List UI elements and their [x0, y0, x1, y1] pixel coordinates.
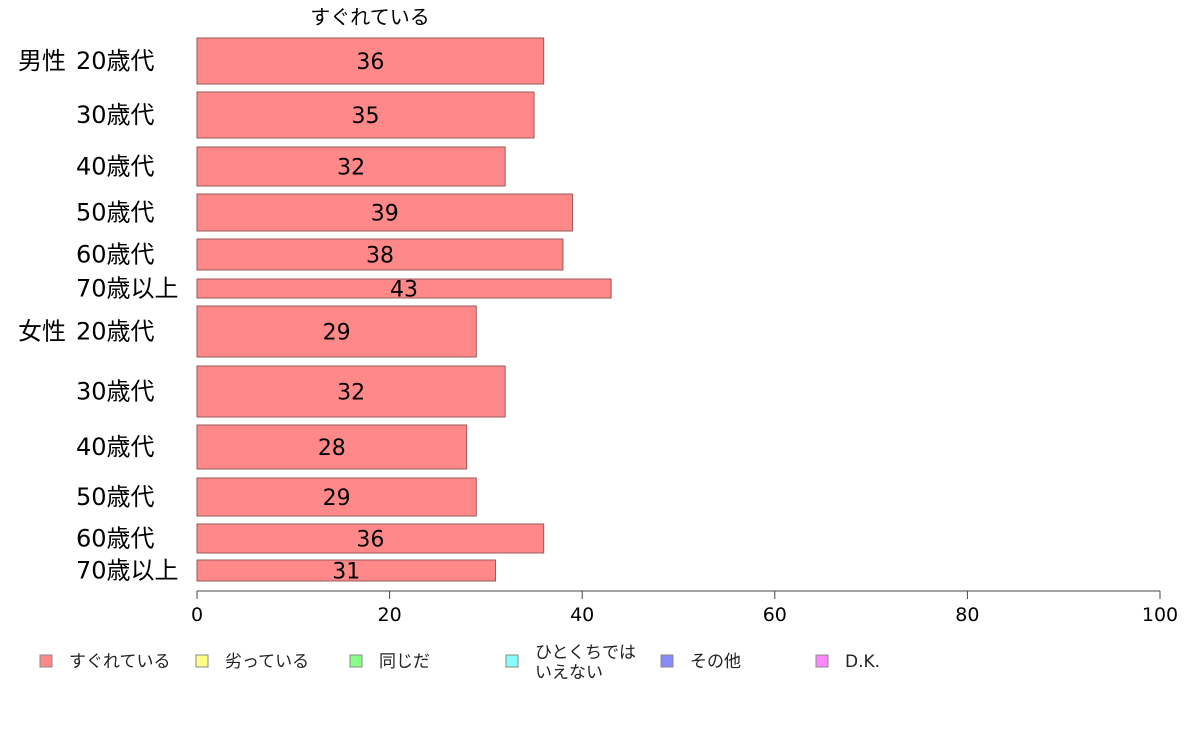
- group-label-1: 男性: [18, 47, 66, 75]
- bar-value-4: 39: [371, 202, 399, 227]
- row-label-2: 30歳代: [76, 101, 155, 129]
- row-label-12: 70歳以上: [76, 557, 179, 585]
- bar-value-10: 29: [323, 486, 351, 511]
- legend-swatch-5: [660, 654, 674, 668]
- bar-8: [196, 365, 506, 418]
- legend-swatch-1: [39, 654, 53, 668]
- legend-swatch-4: [505, 654, 519, 668]
- bar-value-11: 36: [356, 528, 384, 553]
- bar-value-8: 32: [337, 381, 365, 406]
- legend-swatch-6: [815, 654, 829, 668]
- legend-swatch-3: [349, 654, 363, 668]
- bar-value-2: 35: [352, 104, 380, 129]
- column-header: すぐれている: [310, 5, 429, 29]
- bar-value-1: 36: [356, 50, 384, 75]
- row-label-11: 60歳代: [76, 525, 155, 553]
- x-tick-label-100: 100: [1142, 604, 1178, 626]
- bar-value-12: 31: [332, 560, 360, 585]
- x-tick-label-0: 0: [191, 604, 203, 626]
- bar-value-6: 43: [390, 278, 418, 303]
- group-label-2: 女性: [18, 318, 66, 346]
- legend-label-4: ひとくちではいえない: [535, 643, 636, 683]
- legend-swatch-2: [195, 654, 209, 668]
- legend-label-5: その他: [690, 652, 741, 672]
- bar-5: [196, 238, 564, 271]
- bar-value-9: 28: [318, 436, 346, 461]
- bar-6: [196, 278, 612, 299]
- x-tick-label-40: 40: [570, 604, 594, 626]
- bars: [196, 37, 612, 582]
- legend-label-6: D.K.: [845, 652, 880, 672]
- row-label-5: 60歳代: [76, 241, 155, 269]
- row-label-10: 50歳代: [76, 483, 155, 511]
- x-tick-label-80: 80: [955, 604, 979, 626]
- bar-2: [196, 91, 535, 139]
- row-label-3: 40歳代: [76, 153, 155, 181]
- bar-9: [196, 424, 468, 470]
- bar-11: [196, 523, 545, 554]
- row-label-8: 30歳代: [76, 378, 155, 406]
- row-label-6: 70歳以上: [76, 275, 179, 303]
- bar-7: [196, 305, 477, 358]
- bar-value-7: 29: [323, 321, 351, 346]
- row-label-9: 40歳代: [76, 433, 155, 461]
- legend: すぐれている 劣っている 同じだ ひとくちではいえない その他 D.K.: [39, 643, 880, 683]
- bar-1: [196, 37, 545, 85]
- row-label-1: 20歳代: [76, 47, 155, 75]
- bar-12: [196, 559, 497, 582]
- bar-value-3: 32: [337, 156, 365, 181]
- bar-value-5: 38: [366, 244, 394, 269]
- bar-10: [196, 477, 477, 517]
- x-axis: 0 20 40 60 80 100: [191, 590, 1178, 626]
- bar-3: [196, 146, 506, 187]
- x-tick-label-60: 60: [763, 604, 787, 626]
- row-label-7: 20歳代: [76, 318, 155, 346]
- legend-label-1: すぐれている: [69, 652, 171, 672]
- legend-label-2: 劣っている: [225, 652, 309, 672]
- bar-4: [196, 193, 574, 232]
- row-label-4: 50歳代: [76, 199, 155, 227]
- x-tick-label-20: 20: [378, 604, 402, 626]
- legend-label-3: 同じだ: [379, 652, 430, 672]
